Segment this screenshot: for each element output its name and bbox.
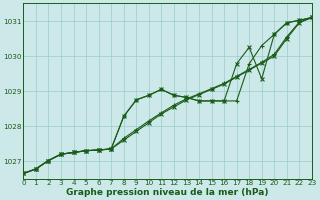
X-axis label: Graphe pression niveau de la mer (hPa): Graphe pression niveau de la mer (hPa) [66,188,269,197]
